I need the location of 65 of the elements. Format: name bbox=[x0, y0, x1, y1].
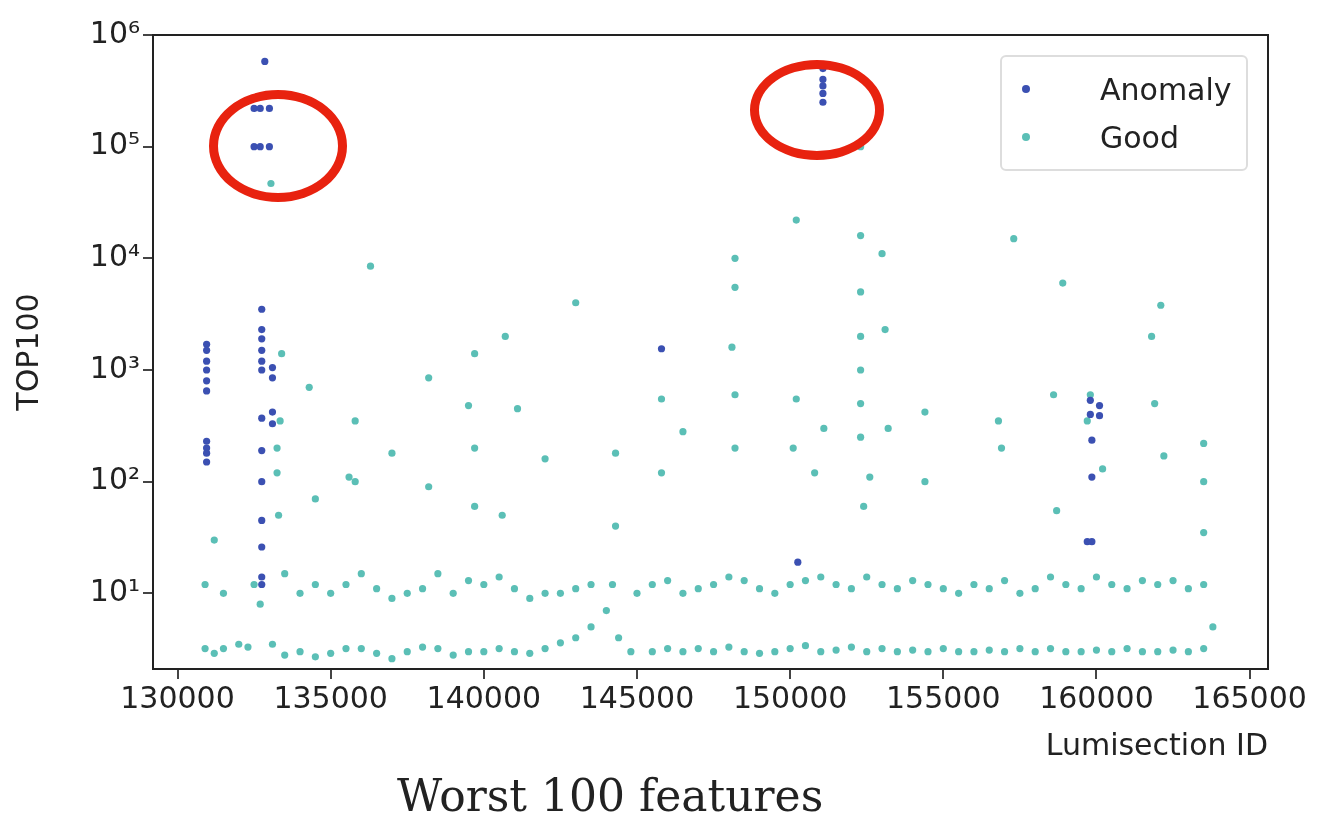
x-tick-label: 160000 bbox=[1039, 679, 1154, 715]
point bbox=[1088, 436, 1096, 444]
x-tick-label: 130000 bbox=[120, 679, 235, 715]
x-tick-label: 145000 bbox=[579, 679, 695, 715]
point bbox=[819, 89, 827, 97]
y-tick-label: 10⁵ bbox=[89, 126, 140, 162]
point bbox=[203, 387, 211, 395]
point bbox=[258, 543, 266, 551]
point bbox=[268, 374, 277, 382]
x-tick-label: 135000 bbox=[273, 679, 388, 715]
point bbox=[258, 366, 266, 374]
text: Worst 100 features bbox=[396, 770, 825, 821]
point bbox=[261, 57, 269, 66]
point bbox=[250, 143, 258, 151]
x-tick-label: 165000 bbox=[1192, 679, 1307, 715]
point bbox=[203, 340, 211, 348]
point bbox=[203, 458, 211, 466]
point bbox=[657, 345, 666, 353]
point bbox=[250, 104, 258, 113]
point bbox=[258, 357, 266, 365]
y-tick-label: 10⁶ bbox=[89, 14, 140, 50]
point bbox=[268, 420, 277, 428]
y-tick-label: 10³ bbox=[89, 349, 140, 385]
point bbox=[258, 478, 266, 486]
point bbox=[1083, 538, 1091, 546]
x-tick-label: 140000 bbox=[426, 679, 542, 715]
legend-label: Anomaly bbox=[1100, 71, 1232, 107]
legend-label: Good bbox=[1100, 119, 1179, 155]
point bbox=[1095, 412, 1104, 420]
point bbox=[203, 449, 211, 457]
y-tick-label: 10¹ bbox=[89, 573, 140, 609]
point bbox=[265, 104, 273, 113]
x-tick-label: 155000 bbox=[886, 679, 1001, 715]
point bbox=[268, 408, 277, 416]
point bbox=[258, 446, 266, 455]
point bbox=[258, 414, 266, 422]
point bbox=[258, 335, 266, 343]
y-axis-title: TOP100 bbox=[9, 293, 45, 412]
x-axis-title: Lumisection ID bbox=[1045, 726, 1268, 762]
point bbox=[203, 346, 211, 354]
point bbox=[258, 573, 266, 581]
point bbox=[268, 364, 277, 372]
point bbox=[1095, 401, 1104, 410]
point bbox=[203, 366, 211, 374]
point bbox=[258, 326, 266, 334]
point bbox=[819, 75, 827, 84]
point bbox=[258, 346, 266, 354]
point bbox=[265, 143, 273, 151]
point bbox=[1086, 396, 1094, 404]
point bbox=[203, 377, 211, 385]
point bbox=[258, 305, 266, 313]
point bbox=[819, 98, 827, 106]
point bbox=[794, 558, 802, 566]
point bbox=[819, 82, 827, 90]
point bbox=[203, 437, 211, 445]
point bbox=[256, 143, 264, 151]
y-tick-label: 10⁴ bbox=[89, 238, 140, 274]
point bbox=[258, 580, 266, 589]
point bbox=[256, 104, 264, 113]
point bbox=[1088, 473, 1096, 481]
point bbox=[1086, 410, 1094, 419]
point bbox=[258, 516, 266, 524]
y-tick-label: 10² bbox=[89, 461, 140, 497]
point bbox=[203, 357, 211, 365]
x-tick-label: 150000 bbox=[732, 679, 848, 715]
